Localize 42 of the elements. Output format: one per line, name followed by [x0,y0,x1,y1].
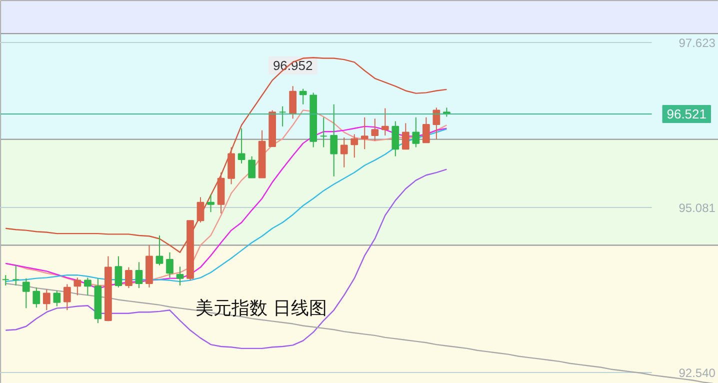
candlestick [22,278,30,309]
candlestick [42,288,50,311]
y-tick-label: 95.081 [678,201,716,216]
candlestick [340,136,348,168]
candlestick [299,88,307,105]
candlestick [114,256,122,288]
candlestick [196,196,204,224]
candlestick [289,86,297,120]
candlestick [156,234,164,266]
candlestick [74,277,82,296]
candlestick [12,264,20,286]
line-series [5,282,714,383]
candlestick [248,156,256,178]
candlestick [2,274,10,286]
candlestick [422,116,430,144]
line-series [5,57,448,253]
candlestick [371,118,379,142]
candlestick [412,116,420,148]
line-series [5,168,448,350]
ref-line-label: 96.521 [666,106,707,122]
candlestick [278,106,286,127]
candlestick [402,122,410,150]
candlestick [32,286,40,308]
y-tick-label: 97.623 [678,36,716,50]
candlestick [330,104,338,177]
candlestick [392,120,400,157]
text: 美元指数 日线图 [196,298,328,319]
candlestick [166,252,174,278]
candlestick [381,108,389,136]
candlestick [432,107,440,140]
candlestick [125,266,132,289]
y-tick-label: 92.540 [678,366,716,380]
candlestick [53,290,61,307]
candlestick [360,116,368,150]
candlestick [350,134,358,158]
candlestick [238,128,246,164]
candlestick [84,277,92,296]
candlestick [135,262,143,289]
candlestick [320,116,328,148]
candlestick [207,194,214,213]
candlestick [176,266,184,286]
candlestick [63,284,71,311]
